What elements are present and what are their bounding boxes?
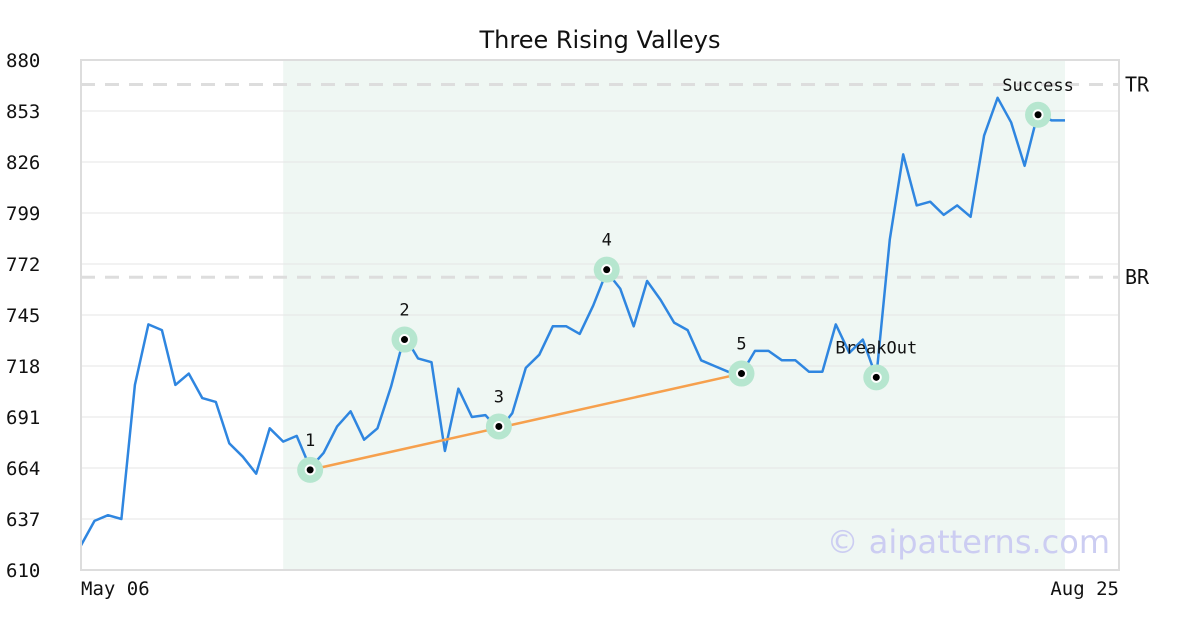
point-dot-3 [495, 422, 503, 430]
point-dot-breakout [872, 373, 880, 381]
reference-label-tr: TR [1125, 73, 1150, 97]
y-tick-label: 718 [6, 356, 40, 378]
point-dot-5 [737, 370, 745, 378]
point-label-1: 1 [305, 431, 315, 451]
point-dot-2 [401, 336, 409, 344]
reference-label-br: BR [1125, 265, 1150, 289]
point-label-4: 4 [602, 231, 612, 251]
x-tick-label: May 06 [81, 578, 150, 600]
valley-trendline [309, 372, 742, 472]
y-tick-label: 637 [6, 509, 40, 531]
point-label-success: Success [1002, 76, 1074, 96]
point-dot-4 [603, 266, 611, 274]
y-tick-label: 745 [6, 305, 40, 327]
point-label-breakout: BreakOut [835, 338, 917, 358]
y-tick-label: 610 [6, 560, 40, 582]
plot-frame [80, 59, 1120, 571]
y-tick-label: 826 [6, 152, 40, 174]
y-tick-label: 664 [6, 458, 40, 480]
chart-title: Three Rising Valleys [478, 26, 720, 54]
y-tick-label: 853 [6, 101, 40, 123]
price-line [79, 96, 1065, 547]
point-label-5: 5 [736, 335, 746, 355]
point-dot-1 [306, 466, 314, 474]
y-tick-label: 772 [6, 254, 40, 276]
point-dot-success [1034, 111, 1042, 119]
y-tick-label: 691 [6, 407, 40, 429]
y-tick-label: 799 [6, 203, 40, 225]
point-label-3: 3 [494, 387, 504, 407]
point-label-2: 2 [399, 301, 409, 321]
watermark: © aipatterns.com [827, 523, 1110, 561]
y-tick-label: 880 [6, 50, 40, 72]
x-tick-label: Aug 25 [1050, 578, 1119, 600]
